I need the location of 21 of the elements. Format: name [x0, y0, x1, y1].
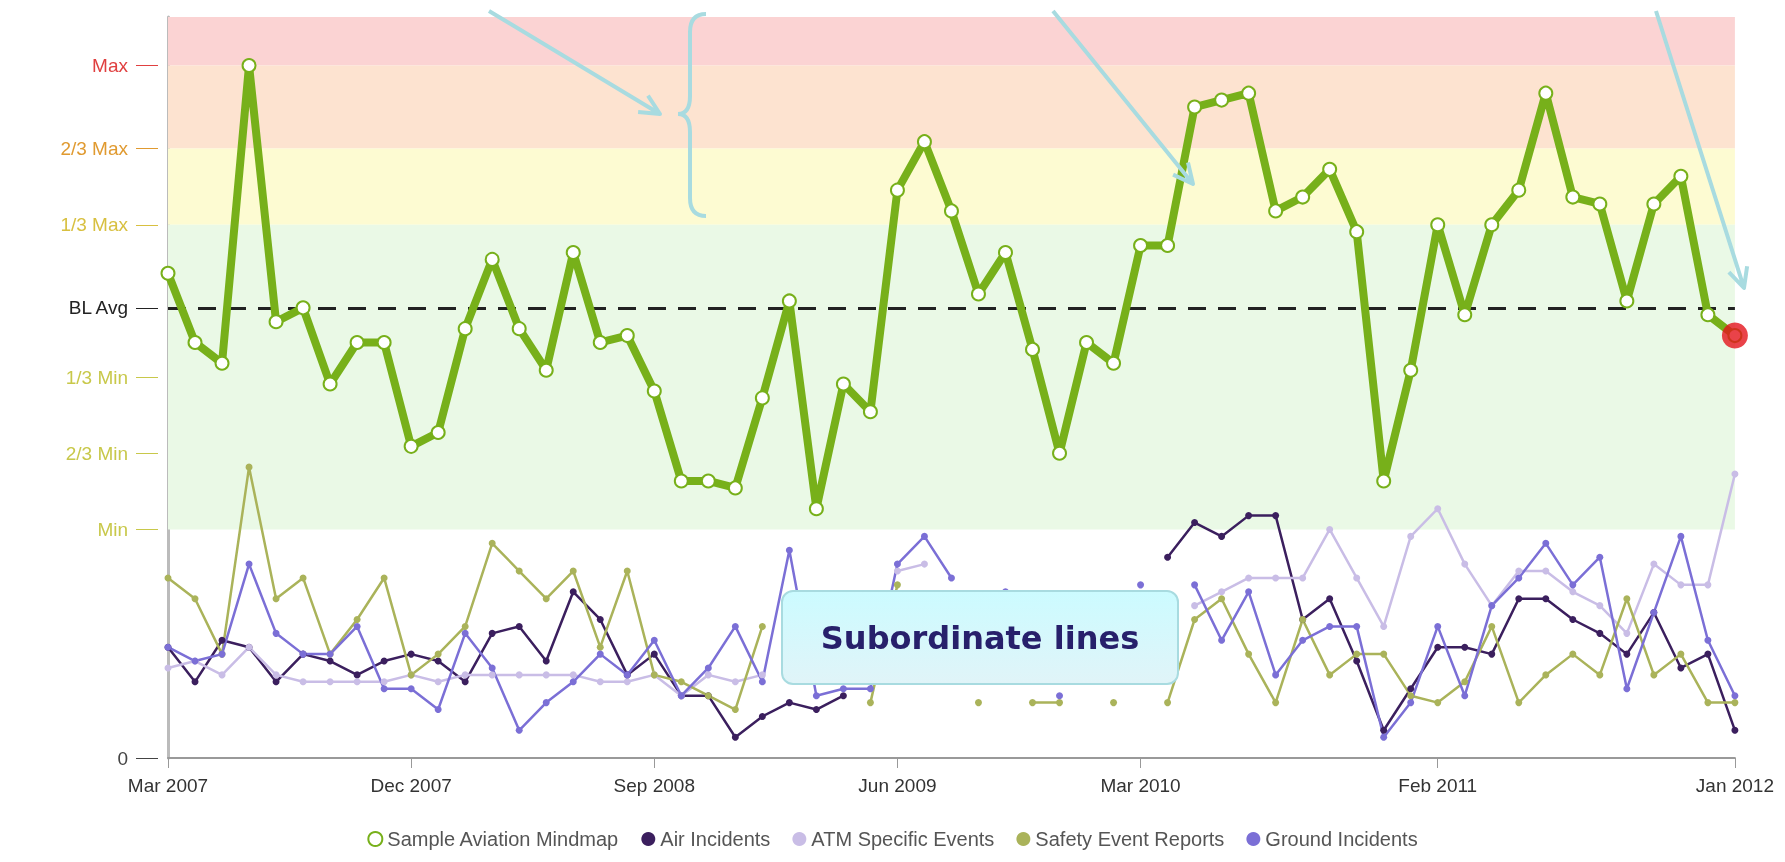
- ref-line-label: 2/3 Min: [65, 442, 128, 464]
- ref-line-label: 1/3 Max: [60, 214, 129, 236]
- x-tick-label: Mar 2007: [127, 775, 209, 796]
- x-tick-label: Mar 2010: [1100, 775, 1181, 796]
- ref-line-label: 2/3 Max: [60, 138, 129, 160]
- x-tick-label: Jun 2009: [858, 775, 937, 796]
- legend-label: ATM Specific Events: [811, 828, 995, 850]
- x-tick-label: Jan 2012: [1695, 775, 1774, 796]
- legend-label: Sample Aviation Mindmap: [387, 828, 619, 850]
- ref-line-label: BL Avg: [68, 297, 128, 319]
- legend-label: Safety Event Reports: [1035, 828, 1225, 850]
- ref-line-label: Max: [92, 54, 129, 76]
- ref-line-label: Min: [97, 518, 128, 540]
- ref-line-label: 0: [117, 747, 128, 769]
- x-tick-label: Feb 2011: [1398, 775, 1478, 796]
- legend-label: Air Incidents: [660, 828, 771, 850]
- legend-label: Ground Incidents: [1265, 828, 1418, 850]
- ref-line-label: 1/3 Min: [65, 366, 128, 388]
- x-tick-label: Sep 2008: [613, 775, 695, 796]
- annotation: Subordinate lines: [781, 590, 1179, 685]
- x-tick-label: Dec 2007: [370, 775, 452, 796]
